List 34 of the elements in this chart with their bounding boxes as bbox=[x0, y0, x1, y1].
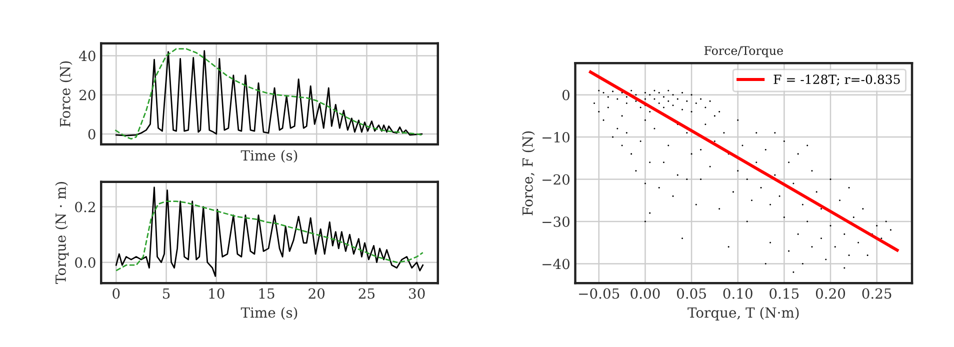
y-tick-label: 0.2 bbox=[75, 202, 95, 212]
y-axis-title: Torque (N · m) bbox=[55, 182, 69, 284]
y-tick-label: 0 bbox=[562, 90, 570, 100]
y-tick-label: −20 bbox=[542, 174, 570, 185]
x-tick-label: 0.20 bbox=[816, 288, 846, 299]
x-tick-label: −0.05 bbox=[579, 288, 620, 299]
x-tick-label: 0.00 bbox=[630, 288, 660, 299]
line-series bbox=[115, 186, 424, 277]
x-tick-label: 0 bbox=[112, 288, 120, 299]
x-axis-title: Torque, T (N·m) bbox=[688, 307, 799, 320]
y-tick-label: −10 bbox=[542, 132, 570, 143]
x-tick-label: 15 bbox=[259, 288, 274, 299]
x-tick-label: 30 bbox=[409, 288, 425, 299]
y-axis-title: Force, F (N) bbox=[522, 131, 535, 216]
legend-label: F = -128T; r=-0.835 bbox=[774, 74, 900, 86]
y-tick-label: 0.0 bbox=[75, 257, 96, 268]
x-axis-title: Time (s) bbox=[240, 150, 298, 163]
x-tick-label: 0.05 bbox=[676, 288, 706, 299]
y-tick-label: −40 bbox=[542, 258, 570, 270]
x-tick-label: 0.10 bbox=[723, 288, 752, 299]
y-axis-title: Force (N) bbox=[60, 61, 72, 127]
x-tick-label: 5 bbox=[163, 288, 170, 299]
x-tick-label: 10 bbox=[209, 288, 224, 299]
chart-title: Force/Torque bbox=[704, 46, 783, 58]
y-tick-label: 0 bbox=[88, 128, 96, 140]
x-tick-label: 20 bbox=[308, 288, 325, 299]
y-tick-label: 20 bbox=[80, 90, 96, 100]
y-tick-label: −30 bbox=[542, 216, 570, 227]
y-tick-label: 40 bbox=[79, 50, 96, 62]
x-tick-label: 0.25 bbox=[862, 288, 892, 299]
x-tick-label: 0.15 bbox=[770, 288, 799, 299]
line-series bbox=[115, 200, 424, 272]
x-axis-title: Time (s) bbox=[240, 307, 298, 320]
x-tick-label: 25 bbox=[358, 288, 374, 299]
